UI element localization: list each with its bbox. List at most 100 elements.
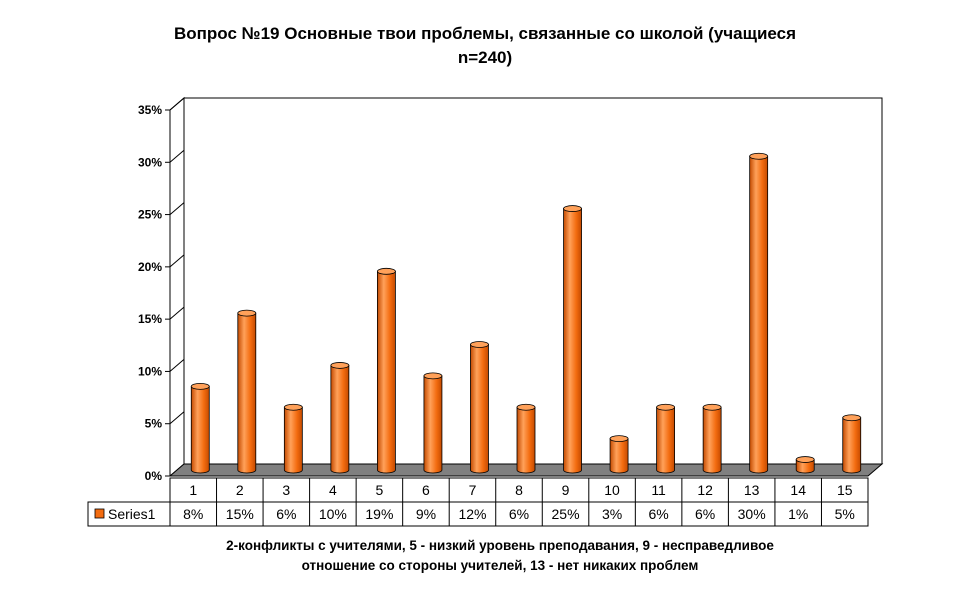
gridline-side	[169, 202, 185, 215]
bar-body	[283, 406, 303, 474]
bar	[702, 403, 722, 474]
bar	[656, 403, 675, 474]
bar	[749, 152, 769, 474]
bar-top	[842, 414, 862, 422]
bar-top	[283, 403, 303, 411]
bar-body	[377, 270, 396, 474]
x-category-label: 1	[189, 482, 197, 498]
bar	[330, 362, 350, 474]
legend-series-name: Series1	[108, 506, 156, 522]
y-tick-label: 10%	[138, 364, 162, 378]
data-label: 25%	[552, 506, 580, 522]
gridline-side	[169, 411, 185, 425]
bar-top	[609, 435, 629, 443]
y-tick-label: 20%	[138, 260, 162, 274]
bar	[563, 205, 582, 474]
y-tick-label: 25%	[138, 208, 162, 222]
bar-top	[563, 205, 582, 212]
data-label: 30%	[738, 506, 766, 522]
bar-top	[376, 267, 396, 275]
bar	[470, 341, 489, 474]
caption-line1: 2-конфликты с учителями, 5 - низкий уров…	[226, 538, 774, 553]
chart-title: Вопрос №19 Основные твои проблемы, связа…	[100, 22, 870, 70]
gridline-side	[169, 306, 185, 320]
y-tick-label: 15%	[138, 312, 162, 326]
bar	[423, 372, 443, 474]
bar-body	[237, 312, 257, 474]
x-category-label: 11	[651, 482, 666, 498]
data-label: 8%	[183, 506, 203, 522]
bar	[190, 382, 210, 474]
bar-body	[423, 375, 443, 474]
bar-top	[656, 403, 675, 411]
y-tick-label: 5%	[145, 417, 163, 431]
data-label: 5%	[835, 506, 855, 522]
chart-caption: 2-конфликты с учителями, 5 - низкий уров…	[160, 536, 840, 576]
bar-body	[842, 417, 862, 474]
chart-title-line2: n=240)	[457, 48, 513, 67]
x-category-label: 15	[837, 482, 853, 498]
bar-top	[237, 309, 257, 317]
bar-body	[470, 344, 489, 474]
bar-body	[749, 155, 769, 474]
x-category-label: 2	[236, 482, 244, 498]
data-label: 1%	[788, 506, 808, 522]
data-label: 19%	[365, 506, 393, 522]
data-label: 15%	[226, 506, 254, 522]
bar-body	[190, 385, 210, 474]
x-category-label: 3	[282, 482, 290, 498]
y-axis: 0% 5% 10% 15% 20% 25% 30% 35%	[138, 103, 171, 483]
x-category-label: 13	[744, 482, 760, 498]
bar-top	[795, 456, 815, 463]
x-category-label: 9	[562, 482, 570, 498]
data-label: 9%	[416, 506, 436, 522]
bar	[376, 267, 396, 474]
x-category-label: 12	[697, 482, 713, 498]
bar-top	[190, 382, 210, 390]
bar-body	[702, 406, 722, 474]
bar-body	[516, 406, 536, 474]
y-tick-label: 35%	[138, 103, 162, 117]
bar	[842, 414, 862, 474]
y-tick-label: 30%	[138, 155, 162, 169]
bar-body	[563, 208, 582, 474]
bar-body	[795, 459, 815, 474]
x-category-label: 8	[515, 482, 523, 498]
gridline-side	[169, 359, 185, 372]
x-category-label: 6	[422, 482, 430, 498]
bar	[237, 309, 257, 474]
bar	[609, 435, 629, 474]
data-label: 6%	[276, 506, 296, 522]
bar-body	[609, 438, 629, 474]
x-category-label: 7	[469, 482, 477, 498]
bar-top	[702, 403, 722, 411]
bar-body	[656, 406, 675, 474]
caption-line2: отношение со стороны учителей, 13 - нет …	[301, 558, 699, 573]
data-label: 12%	[458, 506, 486, 522]
bar-body	[330, 365, 350, 474]
gridline-side	[169, 149, 185, 163]
bar-top	[470, 341, 489, 348]
x-category-label: 10	[604, 482, 620, 498]
data-label: 3%	[602, 506, 622, 522]
bar	[283, 403, 303, 474]
y-tick-label: 0%	[145, 469, 163, 483]
bar-top	[749, 152, 769, 160]
bar-top	[423, 372, 443, 380]
gridline-side	[169, 254, 185, 268]
chart-title-line1: Вопрос №19 Основные твои проблемы, связа…	[173, 24, 796, 43]
x-category-label: 4	[329, 482, 337, 498]
x-category-label: 5	[376, 482, 384, 498]
bar-top	[330, 362, 350, 369]
table-value-row	[87, 501, 869, 527]
x-category-label: 14	[790, 482, 806, 498]
bars	[190, 152, 862, 474]
legend-swatch	[94, 508, 105, 519]
data-table: 1 8% 2 15% 3 6% 4 10% 5 19% 6 9% 7 12% 8 6% 9 25% 10 3% 11 6%…	[87, 477, 869, 527]
data-label: 6%	[509, 506, 529, 522]
bar	[516, 403, 536, 474]
data-label: 6%	[648, 506, 668, 522]
data-label: 10%	[319, 506, 347, 522]
bar-top	[516, 403, 536, 411]
